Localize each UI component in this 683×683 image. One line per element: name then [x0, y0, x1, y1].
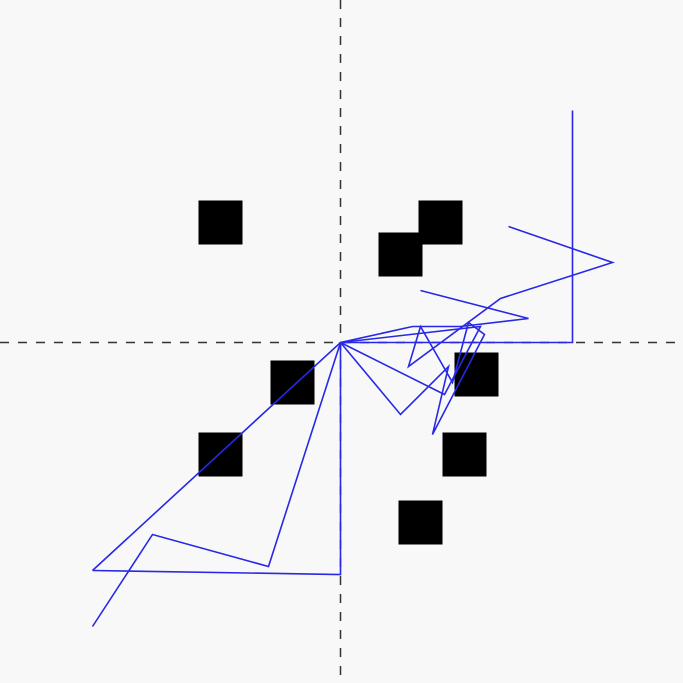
obstacle-square-8: [398, 500, 443, 545]
obstacle-square-7: [442, 432, 487, 477]
trajectory-path-1: [91, 110, 574, 572]
trajectory-path-4: [339, 225, 616, 435]
obstacle-square-1: [198, 200, 243, 245]
paths: [91, 110, 616, 627]
obstacles: [198, 200, 499, 545]
obstacle-square-3: [418, 200, 463, 245]
trajectory-path-3: [92, 342, 342, 576]
trajectory-path-2: [91, 342, 342, 627]
obstacle-square-5: [454, 352, 499, 397]
trajectory-path-5: [340, 325, 482, 396]
obstacle-square-4: [270, 360, 315, 405]
obstacle-square-2: [378, 232, 423, 277]
